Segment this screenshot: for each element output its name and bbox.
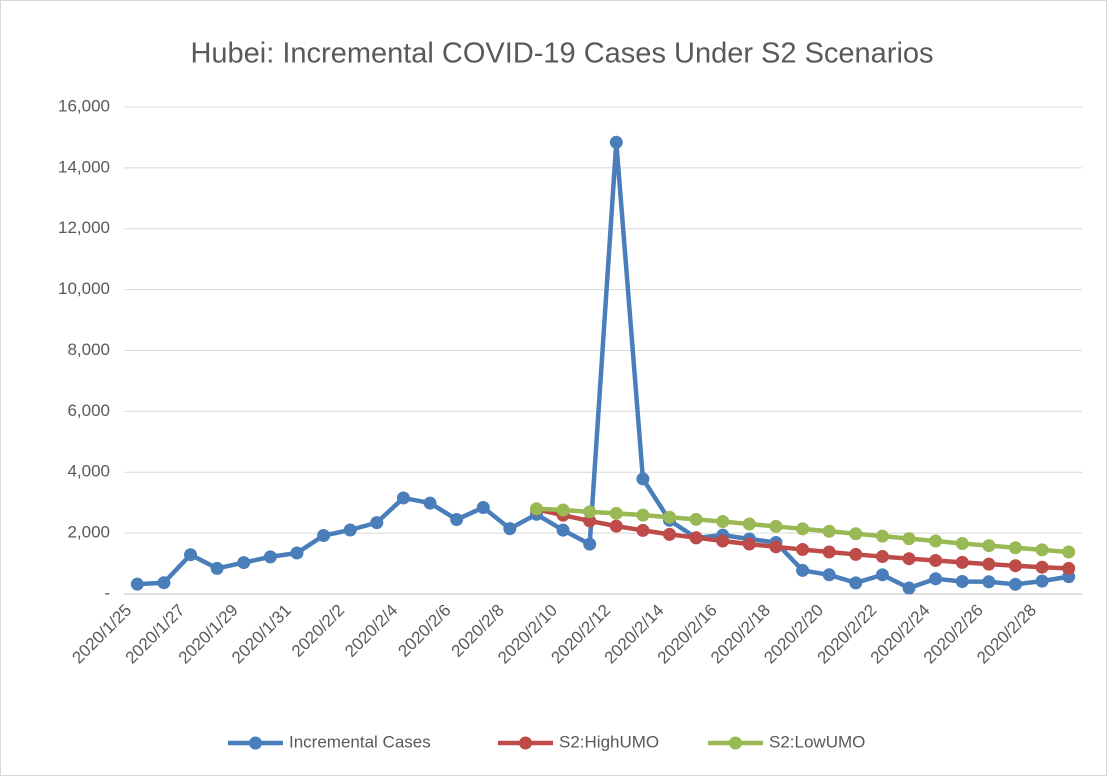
series-marker (769, 519, 783, 533)
series-marker (609, 135, 623, 149)
series-marker (929, 554, 943, 568)
series-marker (663, 510, 677, 524)
y-tick-label: 14,000 (58, 157, 110, 176)
series-marker (210, 561, 224, 575)
series-marker (450, 513, 464, 527)
series-marker (822, 568, 836, 582)
legend-marker (519, 736, 532, 750)
series-marker (529, 502, 543, 516)
series-marker (583, 514, 597, 528)
series-marker (1035, 560, 1049, 574)
series-marker (902, 581, 916, 595)
series-marker (1062, 545, 1076, 559)
series-marker (982, 557, 996, 571)
series-marker (1035, 543, 1049, 557)
series-marker (583, 537, 597, 551)
series-marker (556, 523, 570, 537)
y-tick-label: 6,000 (67, 401, 110, 420)
series-marker (822, 545, 836, 559)
series-marker (609, 519, 623, 533)
series-marker (955, 574, 969, 588)
series-marker (689, 531, 703, 545)
series-marker (689, 512, 703, 526)
series-marker (769, 540, 783, 554)
legend-label: Incremental Cases (289, 732, 431, 751)
y-tick-label: 2,000 (67, 523, 110, 542)
y-tick-label: 12,000 (58, 218, 110, 237)
series-marker (636, 472, 650, 486)
chart-title: Hubei: Incremental COVID-19 Cases Under … (190, 38, 933, 70)
legend-marker (249, 736, 262, 750)
y-tick-label: 8,000 (67, 340, 110, 359)
series-marker (875, 529, 889, 543)
series-marker (609, 506, 623, 520)
series-marker (716, 534, 730, 548)
series-marker (796, 522, 810, 536)
series-marker (929, 572, 943, 586)
series-marker (929, 534, 943, 548)
series-marker (130, 577, 144, 591)
y-tick-label: 10,000 (58, 279, 110, 298)
series-marker (849, 527, 863, 541)
series-marker (742, 517, 756, 531)
legend-marker (729, 736, 742, 750)
series-marker (1008, 541, 1022, 555)
series-marker (716, 515, 730, 529)
series-marker (1035, 574, 1049, 588)
series-marker (902, 552, 916, 566)
series-marker (423, 496, 437, 510)
series-marker (982, 575, 996, 589)
series-marker (1062, 561, 1076, 575)
series-marker (184, 548, 198, 562)
series-marker (796, 543, 810, 557)
series-marker (1008, 577, 1022, 591)
series-marker (982, 539, 996, 553)
series-marker (822, 524, 836, 538)
series-marker (503, 522, 517, 536)
series-marker (583, 505, 597, 519)
series-marker (663, 527, 677, 541)
legend-label: S2:HighUMO (559, 732, 659, 751)
y-tick-label: - (104, 583, 110, 602)
series-marker (396, 491, 410, 505)
series-marker (370, 516, 384, 530)
series-marker (875, 550, 889, 564)
series-marker (636, 508, 650, 522)
series-marker (875, 568, 889, 582)
series-marker (476, 501, 490, 515)
series-marker (263, 550, 277, 564)
series-marker (157, 576, 171, 590)
y-tick-label: 4,000 (67, 462, 110, 481)
series-marker (742, 537, 756, 551)
series-marker (796, 563, 810, 577)
legend-label: S2:LowUMO (769, 732, 865, 751)
series-marker (902, 532, 916, 546)
series-marker (317, 529, 331, 543)
series-marker (955, 536, 969, 550)
series-marker (636, 523, 650, 537)
series-marker (290, 546, 304, 560)
series-marker (556, 503, 570, 517)
series-marker (237, 556, 251, 570)
series-marker (343, 523, 357, 537)
series-marker (955, 555, 969, 569)
series-marker (849, 547, 863, 561)
series-marker (849, 576, 863, 590)
y-tick-label: 16,000 (58, 96, 110, 115)
series-marker (1008, 559, 1022, 573)
